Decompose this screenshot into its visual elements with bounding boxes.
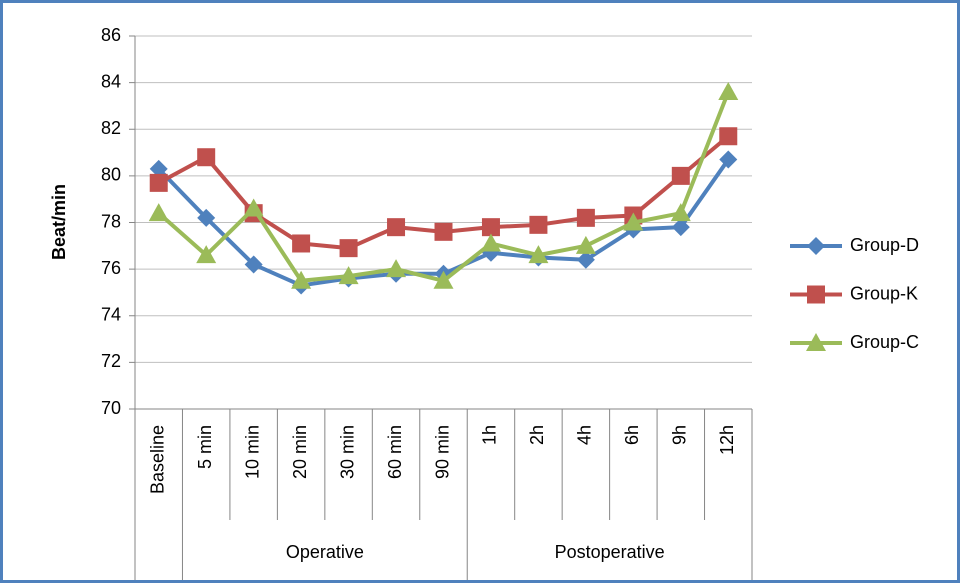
data-point <box>719 127 738 146</box>
data-point <box>244 255 263 274</box>
category-group-label: Postoperative <box>555 542 665 562</box>
legend-label: Group-C <box>850 332 919 352</box>
data-point <box>718 81 739 100</box>
data-point <box>528 245 549 264</box>
data-point <box>575 235 596 254</box>
data-point <box>196 245 217 264</box>
data-point <box>387 218 406 237</box>
data-point <box>433 270 454 289</box>
data-point <box>529 215 548 234</box>
data-point <box>243 198 264 217</box>
x-tick-label: 30 min <box>337 425 357 479</box>
data-point <box>149 159 168 178</box>
x-tick-label: 10 min <box>242 425 262 479</box>
data-point <box>623 212 644 231</box>
x-tick-label: 60 min <box>385 425 405 479</box>
x-tick-label: 9h <box>670 425 690 445</box>
legend-marker <box>806 333 826 351</box>
y-axis-label: Beat/min <box>49 184 69 260</box>
data-point <box>671 166 690 185</box>
y-tick-label: 74 <box>101 305 121 325</box>
x-tick-label: 4h <box>575 425 595 445</box>
y-tick-label: 80 <box>101 165 121 185</box>
x-tick-label: 90 min <box>432 425 452 479</box>
x-tick-label: 6h <box>622 425 642 445</box>
data-point <box>670 203 691 222</box>
data-point <box>197 148 216 167</box>
x-tick-label: Baseline <box>147 425 167 494</box>
data-point <box>339 239 358 258</box>
data-point <box>434 222 453 241</box>
y-tick-label: 84 <box>101 71 121 91</box>
data-point <box>480 233 501 252</box>
data-point <box>671 218 690 237</box>
legend-marker <box>807 237 825 255</box>
y-tick-label: 72 <box>101 351 121 371</box>
y-tick-label: 86 <box>101 25 121 45</box>
y-tick-label: 78 <box>101 211 121 231</box>
data-point <box>338 266 359 285</box>
x-tick-label: 20 min <box>290 425 310 479</box>
x-tick-label: 2h <box>527 425 547 445</box>
data-point <box>386 259 407 278</box>
data-point <box>291 270 312 289</box>
y-tick-label: 82 <box>101 118 121 138</box>
data-point <box>576 250 595 269</box>
legend-label: Group-K <box>850 283 918 303</box>
x-tick-label: 1h <box>480 425 500 445</box>
data-point <box>197 208 216 227</box>
legend-label: Group-D <box>850 235 919 255</box>
data-point <box>719 150 738 169</box>
x-tick-label: 5 min <box>195 425 215 469</box>
y-tick-label: 76 <box>101 258 121 278</box>
data-point <box>576 208 595 227</box>
data-point <box>149 173 168 192</box>
x-tick-label: 12h <box>717 425 737 455</box>
data-point <box>292 234 311 253</box>
data-point <box>148 203 169 222</box>
legend-marker <box>807 285 825 304</box>
data-point <box>481 218 500 237</box>
category-group-label: Operative <box>286 542 364 562</box>
y-tick-label: 70 <box>101 398 121 418</box>
